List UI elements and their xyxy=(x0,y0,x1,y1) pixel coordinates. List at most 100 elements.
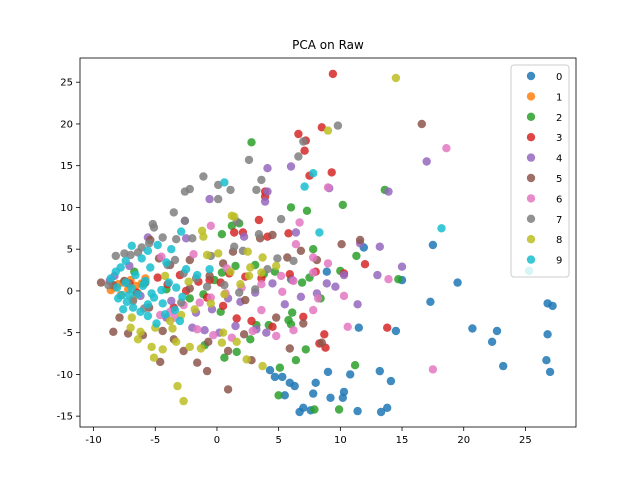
point-digit-3 xyxy=(383,323,392,332)
point-digit-8 xyxy=(165,316,175,326)
point-digit-3 xyxy=(317,123,326,132)
point-digit-8 xyxy=(258,253,267,262)
legend-marker-5 xyxy=(526,173,536,183)
point-digit-4 xyxy=(322,279,331,288)
point-digit-9 xyxy=(121,256,130,266)
point-digit-8 xyxy=(220,290,229,299)
point-digit-4 xyxy=(353,300,362,309)
point-digit-9 xyxy=(153,240,162,250)
point-digit-5 xyxy=(355,235,365,245)
point-digit-3 xyxy=(320,330,329,339)
legend-box xyxy=(510,64,570,278)
point-digit-7 xyxy=(172,235,181,244)
x-tick-label: 20 xyxy=(457,435,470,446)
y-tick-label: 20 xyxy=(60,119,73,130)
point-digit-8 xyxy=(391,73,401,83)
point-digit-2 xyxy=(288,308,297,317)
legend-marker-0 xyxy=(526,71,536,81)
legend-label-2: 2 xyxy=(556,113,562,124)
point-digit-9 xyxy=(205,265,214,274)
point-digit-0 xyxy=(295,407,304,417)
point-digit-7 xyxy=(144,239,154,248)
point-digit-6 xyxy=(323,183,333,192)
point-digit-0 xyxy=(542,356,551,365)
point-digit-7 xyxy=(263,265,272,274)
point-digit-7 xyxy=(220,280,229,290)
point-digit-7 xyxy=(226,185,235,195)
legend-label-7: 7 xyxy=(556,215,562,226)
point-digit-6 xyxy=(257,280,266,289)
chart-title: PCA on Raw xyxy=(292,38,364,52)
point-digit-4 xyxy=(263,164,272,173)
point-digit-9 xyxy=(170,305,180,315)
point-digit-6 xyxy=(157,252,166,261)
point-digit-9 xyxy=(177,227,186,236)
point-digit-0 xyxy=(487,337,497,346)
point-digit-4 xyxy=(296,292,306,301)
point-digit-5 xyxy=(179,346,188,356)
legend-marker-1 xyxy=(526,92,536,101)
point-digit-3 xyxy=(218,301,228,311)
y-tick-label: 10 xyxy=(60,203,73,214)
point-digit-4 xyxy=(239,232,249,241)
point-digit-6 xyxy=(309,253,318,262)
point-digit-6 xyxy=(195,298,204,307)
point-digit-5 xyxy=(296,246,306,255)
legend: 0 1 2 3 4 5 6 7 8 9 xyxy=(510,64,570,278)
point-digit-5 xyxy=(109,327,118,336)
point-digit-3 xyxy=(230,228,239,237)
point-digit-3 xyxy=(327,168,336,177)
point-digit-9 xyxy=(122,297,132,306)
series-7 xyxy=(104,121,343,313)
point-digit-7 xyxy=(169,208,178,217)
point-digit-7 xyxy=(180,216,190,225)
point-digit-8 xyxy=(149,353,159,362)
point-digit-6 xyxy=(309,305,318,315)
point-digit-4 xyxy=(291,228,301,237)
point-digit-2 xyxy=(394,275,403,284)
point-digit-7 xyxy=(230,242,239,251)
point-digit-8 xyxy=(243,247,252,256)
point-digit-6 xyxy=(291,240,301,249)
point-digit-5 xyxy=(193,358,202,367)
point-digit-0 xyxy=(354,323,363,332)
point-digit-9 xyxy=(127,241,136,250)
point-digit-7 xyxy=(289,256,298,266)
point-digit-5 xyxy=(268,230,277,240)
point-digit-7 xyxy=(120,249,129,258)
point-digit-2 xyxy=(350,361,360,370)
point-digit-4 xyxy=(200,326,209,335)
point-digit-9 xyxy=(111,267,121,276)
legend-marker-3 xyxy=(526,133,536,142)
legend-marker-4 xyxy=(526,153,536,162)
point-digit-8 xyxy=(227,211,236,220)
x-tick-label: 5 xyxy=(275,435,281,446)
point-digit-9 xyxy=(106,274,116,283)
point-digit-2 xyxy=(232,347,241,357)
point-digit-5 xyxy=(115,313,124,322)
legend-label-0: 0 xyxy=(556,72,562,83)
point-digit-8 xyxy=(214,249,223,258)
point-digit-2 xyxy=(286,203,296,212)
point-digit-7 xyxy=(294,152,303,161)
point-digit-7 xyxy=(199,172,208,181)
point-digit-5 xyxy=(417,119,426,129)
point-digit-2 xyxy=(302,206,312,215)
point-digit-7 xyxy=(276,214,286,224)
point-digit-5 xyxy=(285,344,294,353)
legend-label-8: 8 xyxy=(556,235,562,246)
point-digit-0 xyxy=(499,361,508,371)
point-digit-7 xyxy=(257,175,266,185)
y-tick-label: 15 xyxy=(60,161,73,172)
point-digit-8 xyxy=(172,337,181,346)
point-digit-3 xyxy=(153,273,162,282)
plot-area-frame xyxy=(79,57,577,428)
point-digit-0 xyxy=(311,378,320,387)
point-digit-8 xyxy=(179,396,188,406)
point-digit-5 xyxy=(337,240,346,249)
series-8 xyxy=(126,73,401,406)
point-digit-6 xyxy=(272,331,281,341)
point-digit-6 xyxy=(193,325,202,334)
point-digit-4 xyxy=(384,187,393,196)
point-digit-9 xyxy=(162,258,171,267)
